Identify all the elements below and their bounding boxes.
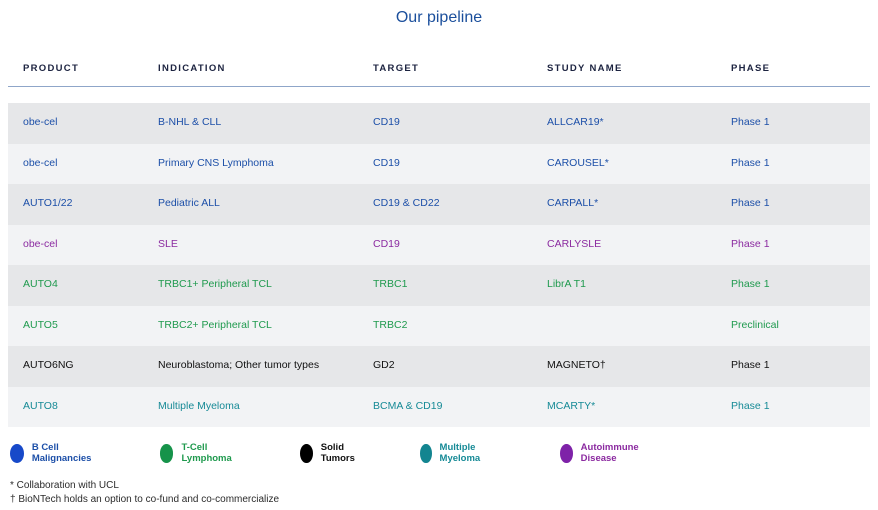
legend-item: Autoimmune Disease [560,442,645,464]
cell-target: CD19 [373,116,400,128]
cell-phase: Phase 1 [731,197,770,209]
page-title: Our pipeline [395,9,483,26]
cell-indication: TRBC1+ Peripheral TCL [158,278,272,290]
table-header: PRODUCT INDICATION TARGET STUDY NAME PHA… [8,60,870,87]
legend-label: Autoimmune Disease [580,442,639,464]
cell-target: CD19 & CD22 [373,197,440,209]
cell-indication: Neuroblastoma; Other tumor types [158,359,320,371]
legend-item: T-Cell Lymphoma [160,442,237,464]
cell-study-name: CARLYSLE [547,237,602,250]
legend-item: Multiple Myeloma [420,442,488,464]
col-header-phase: PHASE [731,63,771,74]
cell-phase: Phase 1 [731,116,770,128]
legend-label: Solid Tumors [320,442,355,464]
cell-indication: Primary CNS Lymphoma [158,156,274,169]
cell-product: obe-cel [23,237,58,250]
cell-target: TRBC1 [373,278,408,290]
cell-phase: Phase 1 [731,359,770,371]
legend-dot-icon [160,443,174,463]
table-row: AUTO8 Multiple Myeloma BCMA & CD19 MCARTY* P… [8,386,870,427]
pipeline-table-body: obe-cel B-NHL & CLL CD19 ALLCAR19* Phase 1 ob… [8,103,870,427]
cell-study-name: CARPALL* [547,197,599,209]
cell-study-name: ALLCAR19* [547,116,604,128]
cell-study-name: MAGNETO† [547,359,606,371]
table-row: obe-cel SLE CD19 CARLYSLE Phase 1 [8,224,870,265]
cell-phase: Phase 1 [731,237,770,250]
footnotes: * Collaboration with UCL † BioNTech hold… [10,479,279,507]
footnote-ucl: * Collaboration with UCL [10,480,119,491]
cell-target: CD19 [373,237,400,250]
cell-phase: Phase 1 [731,278,770,290]
cell-study-name: LibrA T1 [547,278,586,290]
cell-indication: B-NHL & CLL [158,116,222,128]
legend-item: B Cell Malignancies [10,442,97,464]
table-row: AUTO1/22 Pediatric ALL CD19 & CD22 CARPALL*… [8,184,870,225]
cell-study-name: CAROUSEL* [547,156,609,169]
cell-product: AUTO4 [23,278,58,290]
table-row: obe-cel B-NHL & CLL CD19 ALLCAR19* Phase 1 [8,103,870,144]
legend-label: T-Cell Lymphoma [181,442,232,464]
cell-phase: Phase 1 [731,399,770,412]
cell-phase: Phase 1 [731,156,770,169]
legend-label: Multiple Myeloma [439,442,481,464]
cell-product: AUTO1/22 [23,197,73,209]
legend-item: Solid Tumors [300,442,361,464]
legend-dot-icon [300,443,313,463]
cell-product: obe-cel [23,156,58,169]
cell-product: obe-cel [23,116,58,128]
cell-target: GD2 [373,359,395,371]
col-header-target: TARGET [373,63,420,74]
legend-dot-icon [420,443,432,463]
table-row: AUTO6NG Neuroblastoma; Other tumor types G… [8,346,870,387]
legend-dot-icon [10,443,24,463]
col-header-indication: INDICATION [158,63,226,74]
table-row: obe-cel Primary CNS Lymphoma CD19 CAROUSEL*… [8,143,870,184]
footnote-biontech: † BioNTech holds an option to co-fund an… [10,494,280,505]
cell-product: AUTO8 [23,399,58,412]
col-header-study-name: STUDY NAME [547,63,623,74]
legend-dot-icon [560,443,573,463]
cell-target: CD19 [373,156,400,169]
col-header-product: PRODUCT [23,63,80,74]
legend-label: B Cell Malignancies [31,442,92,464]
table-row: AUTO4 TRBC1+ Peripheral TCL TRBC1 LibrA T1 P… [8,265,870,306]
cell-indication: TRBC2+ Peripheral TCL [158,318,272,331]
cell-study-name: MCARTY* [547,399,596,412]
cell-indication: Pediatric ALL [158,197,220,209]
table-row: AUTO5 TRBC2+ Peripheral TCL TRBC2 Preclinic… [8,305,870,346]
cell-target: BCMA & CD19 [373,399,443,412]
cell-product: AUTO6NG [23,359,74,371]
cell-product: AUTO5 [23,318,58,331]
cell-indication: Multiple Myeloma [158,399,240,412]
cell-target: TRBC2 [373,318,408,331]
cell-phase: Preclinical [731,318,779,331]
cell-indication: SLE [158,237,178,250]
